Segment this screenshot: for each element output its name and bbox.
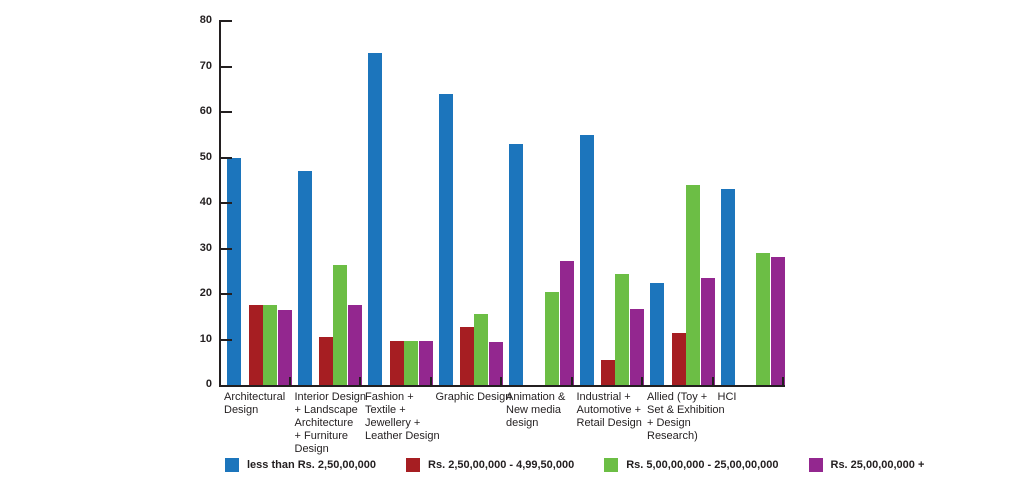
bar-group-2: [292, 21, 362, 385]
x-axis-category-label: Industrial + Automotive + Retail Design: [576, 391, 642, 429]
plot-area: [219, 21, 785, 387]
y-axis-tick: [219, 156, 232, 159]
bar-series1-cat2: [297, 171, 312, 385]
bar-series4-cat3: [418, 340, 433, 385]
x-axis-category-label: Animation & New media design: [506, 391, 566, 429]
legend-item-1: less than Rs. 2,50,00,000: [225, 458, 376, 472]
bar-series2-cat1: [248, 305, 263, 385]
bar-series1-cat5: [509, 143, 523, 385]
bar-series3-cat2: [333, 265, 347, 385]
y-axis-tick-label: 30: [199, 241, 212, 254]
x-axis-tick: [570, 377, 573, 385]
legend-label: Rs. 25,00,00,000 +: [830, 459, 925, 471]
bar-series1-cat8: [720, 189, 735, 385]
bar-series1-cat3: [368, 52, 382, 385]
bar-series2-cat3: [389, 340, 404, 385]
y-axis-tick-label: 50: [199, 150, 212, 163]
x-axis-category-label: Architectural Design: [224, 391, 286, 416]
legend-swatch-icon: [604, 458, 619, 472]
y-axis-tick-label: 40: [199, 196, 212, 208]
y-axis-tick-label: 80: [199, 14, 212, 26]
bar-series4-cat1: [277, 309, 292, 385]
bar-series3-cat6: [615, 273, 629, 385]
legend: less than Rs. 2,50,00,000 Rs. 2,50,00,000…: [225, 458, 924, 472]
y-axis-tick: [219, 20, 232, 22]
x-axis-tick: [359, 377, 361, 385]
legend-item-4: Rs. 25,00,00,000 +: [808, 458, 925, 472]
bar-group-5: [503, 21, 574, 385]
bar-series3-cat3: [403, 340, 418, 385]
legend-label: less than Rs. 2,50,00,000: [247, 459, 377, 471]
bar-group-3: [362, 21, 433, 385]
legend-item-2: Rs. 2,50,00,000 - 4,99,50,000: [406, 458, 574, 472]
bar-series1-cat1: [227, 157, 241, 385]
bar-series4-cat2: [348, 305, 362, 385]
x-axis-tick: [500, 377, 502, 385]
bar-series3-cat7: [685, 184, 700, 385]
y-axis-tick-label: 60: [199, 105, 212, 117]
legend-label: Rs. 5,00,00,000 - 25,00,00,000: [626, 459, 779, 471]
bar-series2-cat6: [601, 359, 615, 385]
bar-series3-cat1: [262, 305, 277, 385]
y-axis-tick: [219, 65, 232, 68]
bar-series1-cat4: [438, 93, 453, 385]
y-axis-tick-label: 10: [199, 332, 212, 345]
bar-series4-cat4: [489, 341, 503, 385]
y-axis-tick: [219, 293, 232, 295]
legend-swatch-icon: [225, 458, 239, 472]
x-axis-tick: [429, 377, 432, 385]
y-axis-tick-label: 20: [199, 287, 212, 299]
x-axis-category-label: Graphic Design: [435, 391, 512, 403]
x-axis-tick: [641, 377, 643, 385]
y-axis-tick: [219, 111, 232, 113]
y-axis-tick-label: 70: [199, 59, 212, 72]
bar-series2-cat4: [460, 327, 474, 385]
legend-item-3: Rs. 5,00,00,000 - 25,00,00,000: [604, 458, 779, 472]
legend-swatch-icon: [808, 458, 823, 472]
x-axis-category-label: HCI: [717, 391, 737, 403]
legend-label: Rs. 2,50,00,000 - 4,99,50,000: [428, 459, 575, 471]
bar-series4-cat8: [771, 256, 785, 385]
y-axis-tick: [219, 202, 232, 204]
y-axis-tick: [219, 338, 232, 341]
y-axis-tick: [219, 247, 232, 250]
bar-series4-cat6: [630, 309, 644, 385]
bar-series4-cat7: [700, 278, 715, 385]
bar-group-4: [433, 21, 503, 385]
bar-series3-cat4: [474, 314, 488, 385]
bar-series1-cat7: [650, 282, 664, 385]
y-axis-tick-label: 0: [205, 378, 212, 390]
bar-group-8: [715, 21, 785, 385]
x-axis-tick: [711, 377, 714, 385]
bar-series2-cat2: [319, 337, 333, 385]
x-axis-category-label: Fashion + Textile + Jewellery + Leather …: [365, 391, 440, 442]
legend-swatch-icon: [406, 458, 421, 472]
bar-group-1: [221, 21, 292, 385]
x-axis-tick: [782, 377, 784, 385]
x-axis-tick: [288, 377, 291, 385]
bar-group-6: [574, 21, 644, 385]
bar-series3-cat5: [544, 291, 559, 385]
bar-series4-cat5: [559, 261, 574, 385]
bar-group-7: [644, 21, 715, 385]
bar-series1-cat6: [579, 134, 594, 385]
x-axis-category-label: Allied (Toy + Set & Exhibition + Design …: [647, 391, 725, 442]
bar-series2-cat7: [671, 332, 686, 385]
bar-series3-cat8: [756, 253, 770, 385]
x-axis-category-label: Interior Design + Landscape Architecture…: [294, 391, 367, 455]
